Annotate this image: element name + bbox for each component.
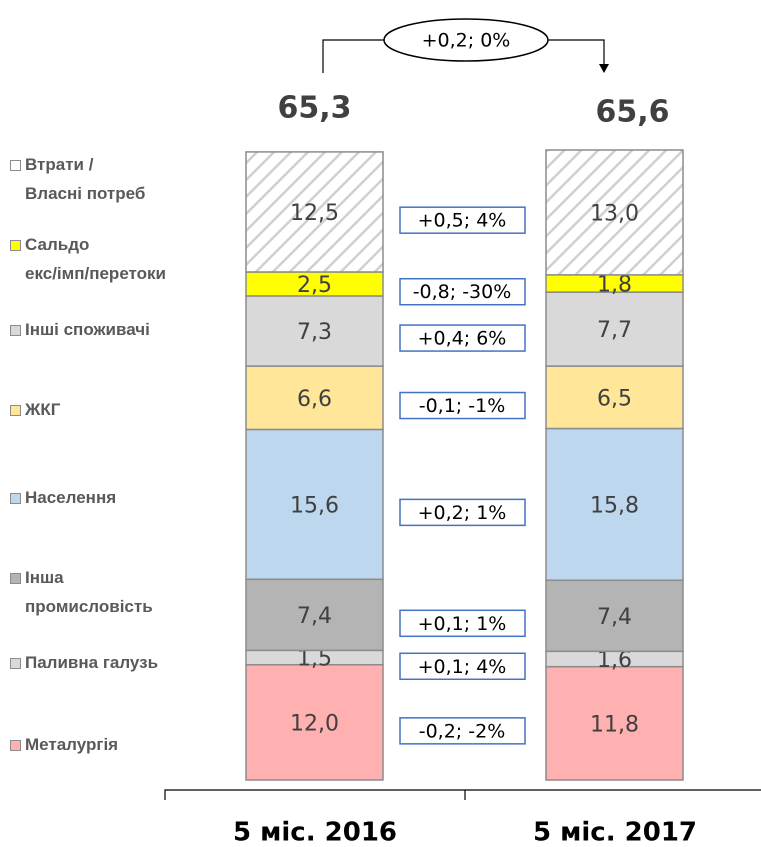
change-label: +0,2; 1% (418, 502, 507, 524)
total-label: 65,3 (277, 90, 351, 125)
value-label: 1,8 (597, 272, 632, 297)
bar-segment (545, 149, 684, 276)
legend-label: Сальдо екс/імп/перетоки (25, 235, 166, 283)
bar-segment (545, 427, 684, 581)
value-label: 15,6 (290, 493, 339, 518)
legend-item: Втрати / Власні потреб (10, 150, 145, 208)
value-label: 2,5 (297, 273, 332, 298)
value-label: 12,5 (290, 201, 339, 226)
change-box (399, 652, 526, 681)
change-box (399, 206, 526, 234)
change-box (399, 277, 526, 306)
change-box (399, 609, 526, 638)
change-box (399, 498, 526, 527)
change-label: +0,5; 4% (418, 210, 507, 232)
value-label: 7,4 (297, 604, 332, 629)
x-tick-label: 5 міс. 2017 (533, 818, 697, 847)
change-box (399, 391, 526, 420)
change-label: -0,2; -2% (419, 720, 506, 742)
bar-segment (545, 291, 684, 367)
value-label: 1,6 (597, 648, 632, 673)
legend-swatch (10, 573, 21, 584)
connector (322, 39, 605, 73)
legend-swatch (10, 658, 21, 669)
legend-label: ЖКГ (25, 400, 61, 419)
legend-item: Сальдо екс/імп/перетоки (10, 230, 166, 288)
total-change-ellipse (383, 18, 549, 62)
bar-segment (545, 579, 684, 653)
bar-segment (245, 365, 384, 431)
legend-item: Інші споживачі (10, 315, 150, 344)
bar-segment (245, 428, 384, 581)
legend-item: ЖКГ (10, 395, 60, 424)
legend-item: Інша промисловість (10, 563, 153, 621)
change-label: +0,1; 4% (418, 656, 507, 678)
legend-swatch (10, 325, 21, 336)
legend-label: Паливна галузь (25, 653, 159, 672)
legend-swatch (10, 160, 21, 171)
value-label: 7,7 (597, 318, 632, 343)
legend-label: Населення (25, 488, 117, 507)
legend-swatch (10, 740, 21, 751)
legend-item: Населення (10, 483, 116, 512)
legend-label: Металургія (25, 735, 119, 754)
total-change: +0,2; 0% (422, 30, 511, 52)
value-label: 15,8 (590, 493, 639, 518)
x-tick-label: 5 міс. 2016 (233, 818, 397, 847)
bar-segment (245, 578, 384, 652)
bar-segment (245, 151, 384, 273)
change-label: -0,8; -30% (413, 281, 512, 303)
x-axis (164, 789, 761, 800)
legend-label: Втрати / Власні потреб (25, 155, 146, 203)
value-label: 7,3 (297, 320, 332, 345)
value-label: 11,8 (590, 712, 639, 737)
legend-label: Інші споживачі (25, 320, 150, 339)
change-box (399, 324, 526, 352)
change-label: -0,1; -1% (419, 395, 506, 417)
value-label: 7,4 (597, 605, 632, 630)
value-label: 13,0 (590, 201, 639, 226)
legend-label: Інша промисловість (25, 568, 153, 616)
bar-segment (545, 665, 684, 781)
bar-segment (245, 664, 384, 781)
arrow-head (599, 64, 609, 73)
change-box (399, 717, 526, 745)
change-label: +0,4; 6% (418, 328, 507, 350)
change-label: +0,1; 1% (418, 613, 507, 635)
value-label: 6,5 (597, 386, 632, 411)
legend-swatch (10, 493, 21, 504)
bar-segment (245, 295, 384, 367)
legend-item: Металургія (10, 730, 118, 759)
legend-swatch (10, 240, 21, 251)
total-label: 65,6 (595, 95, 669, 130)
value-label: 6,6 (297, 387, 332, 412)
legend-swatch (10, 405, 21, 416)
value-label: 12,0 (290, 711, 339, 736)
legend-item: Паливна галузь (10, 648, 158, 677)
